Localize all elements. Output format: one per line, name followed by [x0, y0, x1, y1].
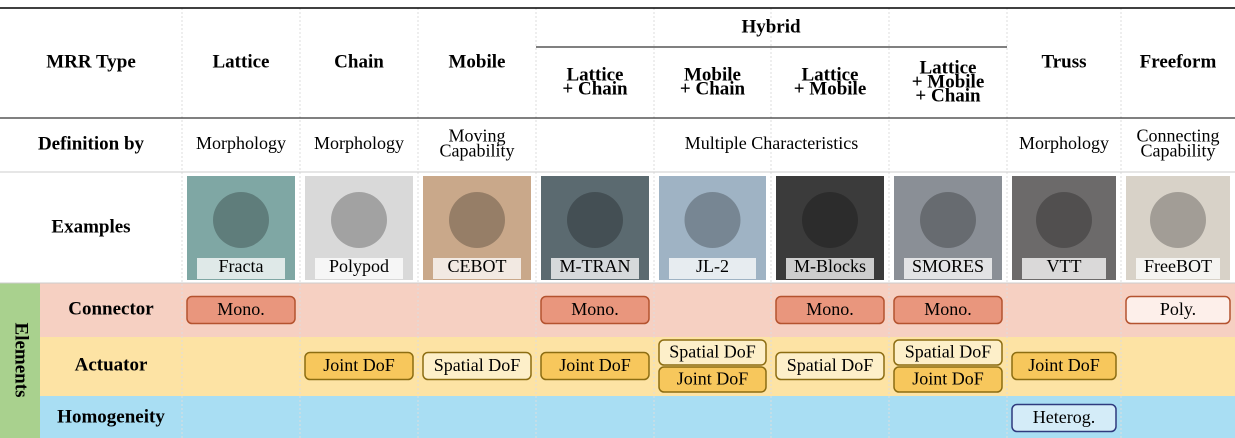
- row-label: Definition by: [38, 133, 145, 154]
- column-header: Lattice: [213, 51, 270, 72]
- example-caption: FreeBOT: [1144, 256, 1212, 276]
- badge-text: Joint DoF: [912, 369, 984, 389]
- photo-detail: [802, 192, 858, 248]
- badge: [893, 339, 1003, 366]
- photo-detail: [920, 192, 976, 248]
- column-header: Freeform: [1140, 51, 1217, 72]
- caption-bg: [551, 258, 639, 279]
- definition-cell: Multiple Characteristics: [685, 133, 858, 153]
- definition-cell: Capability: [440, 141, 515, 161]
- badge-text: Spatial DoF: [787, 355, 874, 375]
- row-label: Examples: [51, 216, 130, 237]
- group-label: Hybrid: [741, 16, 801, 37]
- caption-bg: [1136, 258, 1220, 279]
- caption-bg: [786, 258, 874, 279]
- badge: [658, 339, 767, 366]
- badge: [186, 295, 296, 325]
- badge-text: Mono.: [806, 299, 854, 319]
- column-header: + Chain: [915, 85, 981, 106]
- row-label: Actuator: [75, 354, 148, 375]
- definition-cell: Morphology: [314, 133, 404, 153]
- definition-cell: Capability: [1141, 141, 1216, 161]
- badge-text: Joint DoF: [323, 355, 395, 375]
- photo-detail: [1036, 192, 1092, 248]
- badge: [658, 366, 767, 393]
- column-header: Lattice: [920, 57, 977, 78]
- photo-detail: [449, 192, 505, 248]
- column-header: Truss: [1041, 51, 1086, 72]
- badge-text: Mono.: [924, 299, 972, 319]
- photo-detail: [684, 192, 741, 248]
- column-header: + Mobile: [794, 78, 867, 99]
- badge-text: Spatial DoF: [905, 342, 992, 362]
- row-label: Connector: [68, 298, 154, 319]
- row-label: Homogeneity: [57, 406, 165, 427]
- elements-label: Elements: [11, 323, 32, 398]
- badge: [540, 351, 650, 381]
- column-header: Lattice: [567, 64, 624, 85]
- badge-text: Mono.: [217, 299, 265, 319]
- caption-bg: [1022, 258, 1106, 279]
- column-header: + Chain: [680, 78, 746, 99]
- column-header: Lattice: [802, 64, 859, 85]
- definition-cell: Moving: [448, 126, 505, 146]
- badge: [540, 295, 650, 325]
- badge-text: Spatial DoF: [434, 355, 521, 375]
- badge: [1011, 351, 1117, 381]
- photo-detail: [213, 192, 269, 248]
- column-header: + Chain: [562, 78, 628, 99]
- badge-text: Mono.: [571, 299, 619, 319]
- caption-bg: [433, 258, 521, 279]
- example-caption: Fracta: [219, 256, 264, 276]
- definition-cell: Morphology: [196, 133, 286, 153]
- badge-text: Joint DoF: [1028, 355, 1100, 375]
- badge: [1011, 403, 1117, 433]
- example-caption: M-TRAN: [560, 256, 631, 276]
- badge-text: Joint DoF: [559, 355, 631, 375]
- elements-band: [0, 283, 40, 438]
- photo-detail: [1150, 192, 1206, 248]
- photo-detail: [567, 192, 623, 248]
- badge: [775, 351, 885, 381]
- column-header: Mobile: [449, 51, 506, 72]
- badge-text: Spatial DoF: [669, 342, 756, 362]
- caption-bg: [315, 258, 403, 279]
- definition-cell: Connecting: [1137, 126, 1220, 146]
- badge: [304, 351, 414, 381]
- badge: [893, 366, 1003, 393]
- badge-text: Joint DoF: [677, 369, 749, 389]
- badge-text: Heterog.: [1033, 407, 1095, 427]
- example-caption: VTT: [1047, 256, 1082, 276]
- caption-bg: [669, 258, 756, 279]
- badge-text: Poly.: [1160, 299, 1196, 319]
- column-header: Mobile: [684, 64, 741, 85]
- caption-bg: [904, 258, 992, 279]
- example-caption: JL-2: [696, 256, 729, 276]
- column-header: Chain: [334, 51, 384, 72]
- example-caption: M-Blocks: [794, 256, 866, 276]
- example-caption: SMORES: [912, 256, 984, 276]
- caption-bg: [197, 258, 285, 279]
- header-label: MRR Type: [46, 51, 136, 72]
- badge: [775, 295, 885, 325]
- photo-detail: [331, 192, 387, 248]
- example-caption: Polypod: [329, 256, 389, 276]
- badge: [1125, 295, 1231, 325]
- badge: [422, 351, 532, 381]
- badge: [893, 295, 1003, 325]
- definition-cell: Morphology: [1019, 133, 1109, 153]
- example-caption: CEBOT: [447, 256, 506, 276]
- column-header: + Mobile: [912, 71, 985, 92]
